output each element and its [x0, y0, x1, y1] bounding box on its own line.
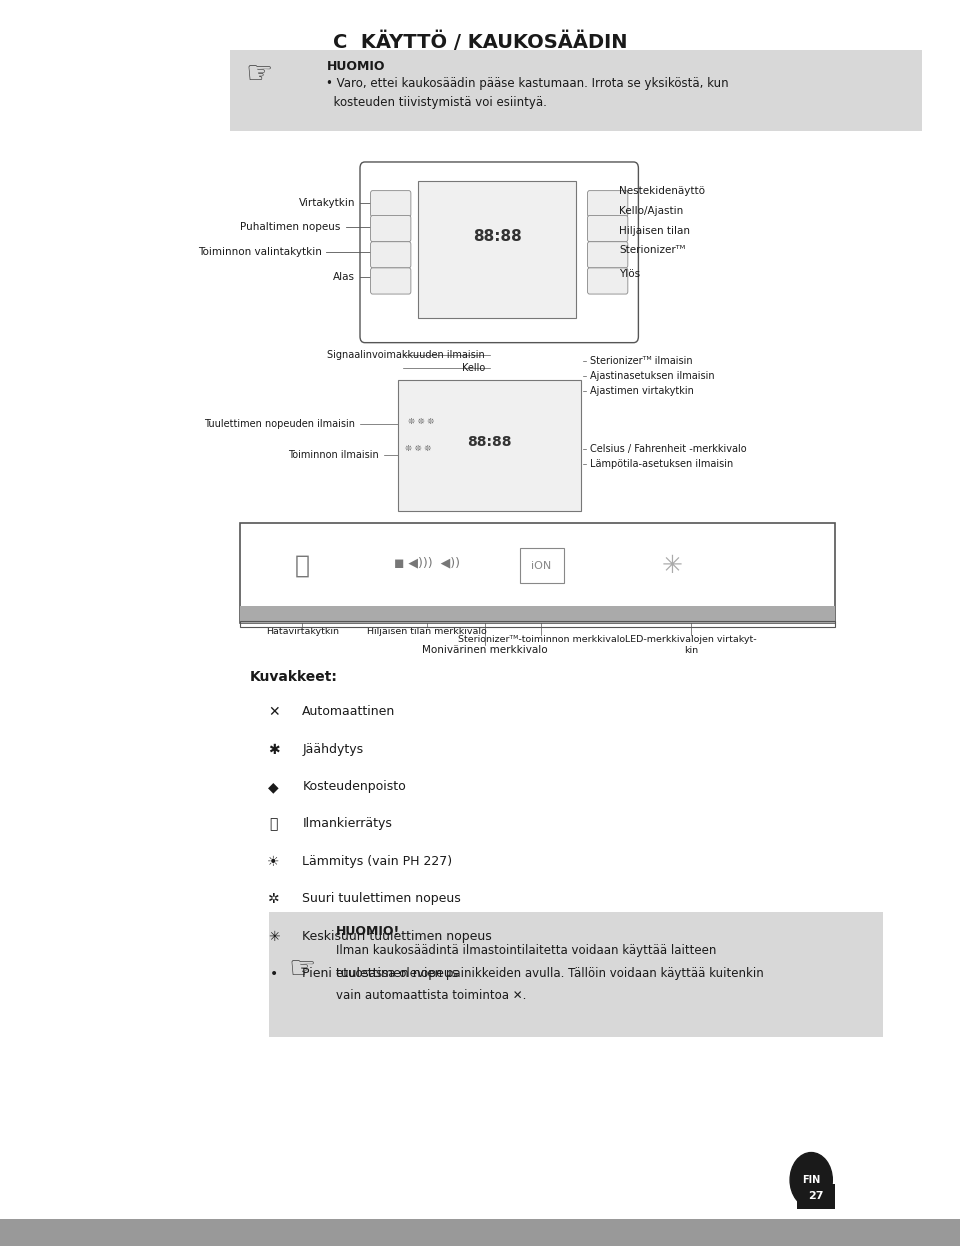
Text: 88:88: 88:88 — [468, 435, 512, 450]
Text: Automaattinen: Automaattinen — [302, 705, 396, 718]
Text: Hiljaisen tilan: Hiljaisen tilan — [619, 226, 690, 235]
FancyBboxPatch shape — [418, 181, 576, 318]
FancyBboxPatch shape — [230, 50, 922, 131]
Text: Kello/Ajastin: Kello/Ajastin — [619, 206, 684, 216]
Text: Tuulettimen nopeuden ilmaisin: Tuulettimen nopeuden ilmaisin — [204, 419, 355, 429]
FancyBboxPatch shape — [371, 191, 411, 217]
Text: Lämpötila-asetuksen ilmaisin: Lämpötila-asetuksen ilmaisin — [590, 459, 733, 468]
FancyBboxPatch shape — [240, 523, 835, 623]
Text: ❊ ❊ ❊: ❊ ❊ ❊ — [408, 416, 434, 426]
Text: iON: iON — [531, 561, 552, 571]
Text: •: • — [270, 967, 277, 981]
FancyBboxPatch shape — [371, 242, 411, 268]
Text: Keskisuuri tuulettimen nopeus: Keskisuuri tuulettimen nopeus — [302, 930, 492, 942]
FancyBboxPatch shape — [240, 606, 835, 623]
Text: HUOMIO: HUOMIO — [326, 60, 385, 72]
Text: ◆: ◆ — [268, 780, 279, 794]
FancyBboxPatch shape — [269, 912, 883, 1037]
FancyBboxPatch shape — [398, 380, 581, 511]
Text: ✳: ✳ — [268, 930, 279, 943]
Text: ➿: ➿ — [270, 817, 277, 831]
Text: ⏻: ⏻ — [295, 553, 310, 578]
Text: Lämmitys (vain PH 227): Lämmitys (vain PH 227) — [302, 855, 452, 867]
Text: Ajastinasetuksen ilmaisin: Ajastinasetuksen ilmaisin — [590, 371, 715, 381]
FancyBboxPatch shape — [371, 268, 411, 294]
Text: Toiminnon valintakytkin: Toiminnon valintakytkin — [198, 247, 322, 257]
Text: Kosteudenpoisto: Kosteudenpoisto — [302, 780, 406, 792]
Text: Nestekidenäyttö: Nestekidenäyttö — [619, 186, 706, 196]
Text: Monivärinen merkkivalo: Monivärinen merkkivalo — [422, 645, 547, 655]
Text: ✕: ✕ — [268, 705, 279, 719]
Text: ◼ ◀)))  ◀)): ◼ ◀))) ◀)) — [395, 557, 460, 569]
Text: • Varo, ettei kaukosäädin pääse kastumaan. Irrota se yksiköstä, kun: • Varo, ettei kaukosäädin pääse kastumaa… — [326, 77, 729, 90]
FancyBboxPatch shape — [371, 216, 411, 242]
Circle shape — [790, 1153, 832, 1207]
FancyBboxPatch shape — [0, 1219, 960, 1246]
Text: ☀: ☀ — [267, 855, 280, 868]
Text: ☞: ☞ — [289, 954, 316, 984]
Text: vain automaattista toimintoa ✕.: vain automaattista toimintoa ✕. — [336, 989, 526, 1002]
Text: Ilmankierrätys: Ilmankierrätys — [302, 817, 393, 830]
Text: Ylös: Ylös — [619, 269, 640, 279]
Text: Celsius / Fahrenheit -merkkivalo: Celsius / Fahrenheit -merkkivalo — [590, 444, 747, 454]
Text: HUOMIO!: HUOMIO! — [336, 925, 400, 937]
Text: 27: 27 — [808, 1191, 824, 1201]
Text: kosteuden tiivistymistä voi esiintyä.: kosteuden tiivistymistä voi esiintyä. — [326, 96, 547, 108]
Text: etuosassa olevien painikkeiden avulla. Tällöin voidaan käyttää kuitenkin: etuosassa olevien painikkeiden avulla. T… — [336, 967, 764, 979]
Text: Puhaltimen nopeus: Puhaltimen nopeus — [240, 222, 341, 232]
Text: 88:88: 88:88 — [473, 229, 521, 244]
Text: FIN: FIN — [802, 1175, 821, 1185]
Text: Sterionizerᵀᴹ: Sterionizerᵀᴹ — [619, 245, 685, 255]
Text: Ilman kaukosäädintä ilmastointilaitetta voidaan käyttää laitteen: Ilman kaukosäädintä ilmastointilaitetta … — [336, 944, 716, 957]
Text: Alas: Alas — [333, 272, 355, 282]
FancyBboxPatch shape — [588, 242, 628, 268]
Text: ✳: ✳ — [661, 553, 683, 578]
Text: Hiljaisen tilan merkkivalo: Hiljaisen tilan merkkivalo — [368, 627, 487, 635]
Text: Sterionizerᵀᴹ ilmaisin: Sterionizerᵀᴹ ilmaisin — [590, 356, 693, 366]
FancyBboxPatch shape — [588, 268, 628, 294]
Text: Toiminnon ilmaisin: Toiminnon ilmaisin — [288, 450, 379, 460]
Text: ✲: ✲ — [268, 892, 279, 906]
Text: ✱: ✱ — [268, 743, 279, 756]
Text: Suuri tuulettimen nopeus: Suuri tuulettimen nopeus — [302, 892, 461, 905]
FancyBboxPatch shape — [588, 191, 628, 217]
Text: Kuvakkeet:: Kuvakkeet: — [250, 670, 338, 684]
Text: Pieni tuulettimen nopeus: Pieni tuulettimen nopeus — [302, 967, 459, 979]
Text: LED-merkkivalojen virtakyt-
kin: LED-merkkivalojen virtakyt- kin — [625, 635, 757, 655]
Text: Kello: Kello — [462, 363, 485, 373]
Text: Ajastimen virtakytkin: Ajastimen virtakytkin — [590, 386, 694, 396]
FancyBboxPatch shape — [360, 162, 638, 343]
Text: C  KÄYTTÖ / KAUKOSÄÄDIN: C KÄYTTÖ / KAUKOSÄÄDIN — [333, 31, 627, 51]
Text: Signaalinvoimakkuuden ilmaisin: Signaalinvoimakkuuden ilmaisin — [327, 350, 485, 360]
Text: Sterionizerᵀᴹ-toiminnon merkkivalo: Sterionizerᵀᴹ-toiminnon merkkivalo — [458, 635, 625, 644]
FancyBboxPatch shape — [797, 1184, 835, 1209]
Text: ❊ ❊ ❊: ❊ ❊ ❊ — [405, 444, 431, 454]
Text: ☞: ☞ — [246, 60, 273, 90]
Text: Hätävirtakytkin: Hätävirtakytkin — [266, 627, 339, 635]
Text: Virtakytkin: Virtakytkin — [299, 198, 355, 208]
Text: Jäähdytys: Jäähdytys — [302, 743, 364, 755]
FancyBboxPatch shape — [588, 216, 628, 242]
